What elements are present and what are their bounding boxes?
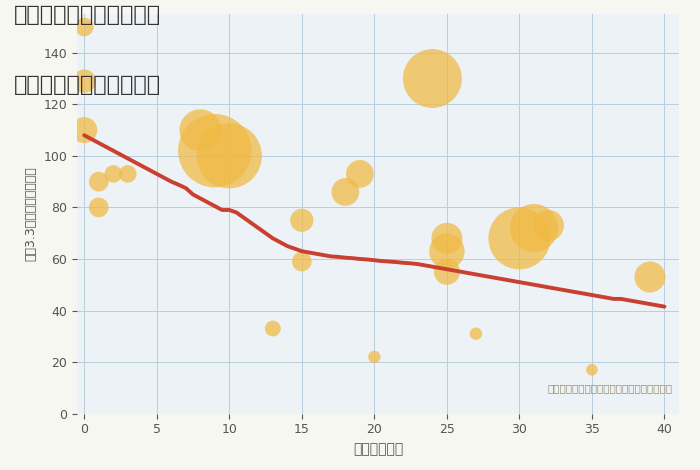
X-axis label: 築年数（年）: 築年数（年） xyxy=(353,442,403,456)
Point xyxy=(78,78,90,85)
Point xyxy=(441,235,452,242)
Point xyxy=(122,170,134,178)
Point xyxy=(93,178,104,185)
Point xyxy=(514,235,525,242)
Point xyxy=(542,222,554,229)
Point xyxy=(441,248,452,255)
Y-axis label: 坪（3.3㎡）単価（万円）: 坪（3.3㎡）単価（万円） xyxy=(25,166,38,261)
Point xyxy=(296,217,307,224)
Point xyxy=(340,188,351,196)
Point xyxy=(528,224,540,232)
Point xyxy=(645,273,656,281)
Point xyxy=(470,330,482,337)
Point xyxy=(369,353,380,360)
Point xyxy=(93,204,104,211)
Text: 奈良県奈良市帝塚山西の: 奈良県奈良市帝塚山西の xyxy=(14,5,161,25)
Point xyxy=(195,126,206,134)
Point xyxy=(354,170,365,178)
Point xyxy=(108,170,119,178)
Text: 円の大きさは、取引のあった物件面積を示す: 円の大きさは、取引のあった物件面積を示す xyxy=(548,384,673,394)
Point xyxy=(267,325,279,332)
Point xyxy=(587,366,598,374)
Point xyxy=(427,75,438,82)
Point xyxy=(78,126,90,134)
Point xyxy=(224,152,235,160)
Point xyxy=(209,147,220,155)
Text: 築年数別中古戸建て価格: 築年数別中古戸建て価格 xyxy=(14,75,161,95)
Point xyxy=(296,258,307,265)
Point xyxy=(78,23,90,31)
Point xyxy=(441,268,452,275)
